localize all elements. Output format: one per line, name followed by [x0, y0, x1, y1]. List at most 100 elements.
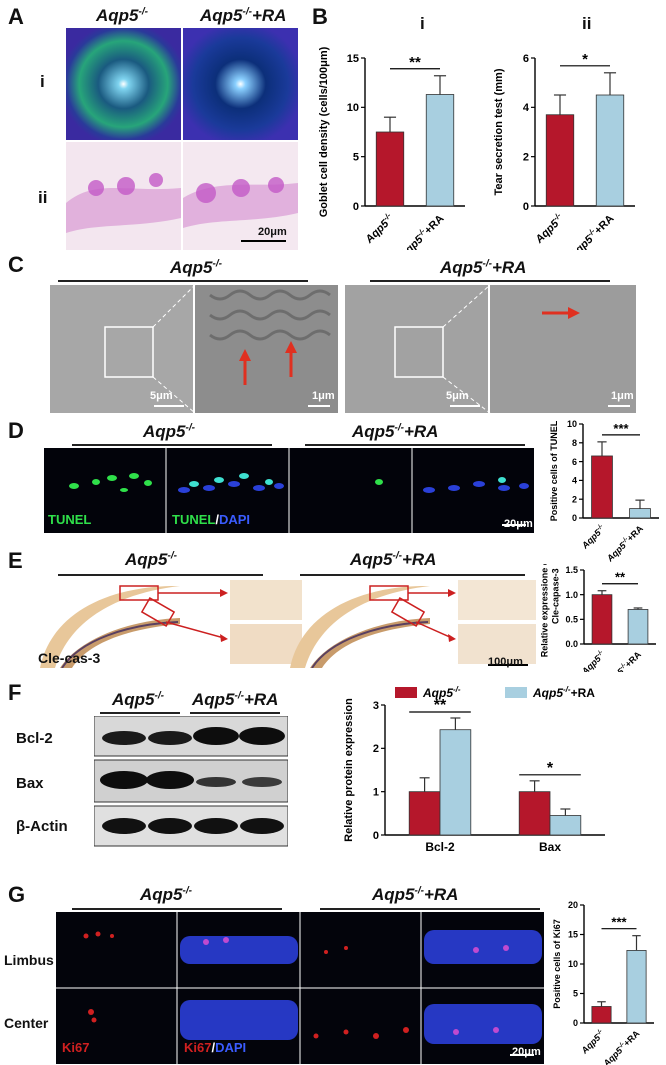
- bar: [425, 94, 455, 207]
- x-tick-label: Aqp5-/-: [531, 211, 567, 247]
- y-tick-label: 10: [567, 419, 577, 429]
- panel-g-ki67-label: Ki67: [62, 1040, 90, 1055]
- significance-mark: ***: [613, 421, 629, 436]
- y-tick-label: 3: [373, 700, 379, 712]
- significance-mark: **: [434, 697, 447, 714]
- x-tick-label: Aqp5-/-+RA: [602, 649, 644, 672]
- panel-f-header-control: Aqp5-/-: [112, 690, 164, 709]
- panel-g-fluorescence-images: [56, 912, 544, 1064]
- bar: [545, 114, 575, 207]
- panel-f-row-bax: Bax: [16, 775, 44, 792]
- x-tick-label: Aqp5-/-: [579, 523, 607, 551]
- panel-d-tunel-dapi-label: TUNEL/DAPI: [172, 512, 251, 527]
- legend-entry: Aqp5-/-+RA: [532, 685, 595, 700]
- y-tick-label: 4: [572, 476, 577, 486]
- bar: [627, 609, 649, 645]
- panel-g-line-treated: [320, 908, 540, 910]
- panel-b-letter: B: [312, 4, 328, 29]
- panel-e-letter: E: [8, 548, 23, 573]
- sem-treated-low: [345, 285, 488, 413]
- legend-swatch: [395, 687, 417, 698]
- significance-mark: *: [582, 51, 588, 68]
- panel-f-western-blot: [94, 716, 288, 847]
- significance-mark: *: [547, 760, 554, 777]
- y-tick-label: 4: [523, 102, 530, 114]
- panel-e-line-control: [58, 574, 263, 576]
- panel-f-line-control: [100, 712, 180, 714]
- panel-e-header-control: Aqp5-/-: [125, 550, 177, 569]
- x-tick-label: Bcl-2: [425, 840, 455, 854]
- x-tick-label: Aqp5-/-+RA: [600, 1028, 642, 1065]
- y-axis-label: Relative protein expression: [343, 698, 355, 842]
- y-axis-label: Positive cells of TUNEL: [549, 420, 559, 521]
- chart-f: 0 1 2 3 Relative protein expression ** Bcl-2 * B…: [343, 685, 605, 854]
- panel-a-header-treated: Aqp5-/-+RA: [200, 6, 287, 25]
- bar: [591, 594, 613, 645]
- panel-f-letter: F: [8, 680, 22, 705]
- panel-d-header-treated: Aqp5-/-+RA: [352, 422, 439, 441]
- panel-d-line-control: [72, 444, 272, 446]
- panel-a-row-i-label: i: [40, 72, 45, 91]
- panel-a-row-ii-label: ii: [38, 188, 48, 207]
- y-tick-label: 0.5: [565, 614, 578, 624]
- y-tick-label: 15: [347, 53, 359, 65]
- sem-control-low: [50, 285, 193, 413]
- panel-a-scalebar: 20μm: [258, 226, 287, 238]
- y-tick-label: 2: [523, 152, 529, 164]
- y-tick-label: 1: [373, 787, 379, 799]
- panel-c-scalebar-1: 5μm: [150, 390, 173, 402]
- y-tick-label: 10: [568, 959, 578, 969]
- panel-d-fluorescence-images: [44, 448, 534, 533]
- bar: [549, 815, 582, 836]
- panel-f-header-treated: Aqp5-/-+RA: [192, 690, 279, 709]
- legend-swatch: [505, 687, 527, 698]
- panel-d-line-treated: [305, 444, 525, 446]
- x-tick-label: Aqp5-/-+RA: [395, 211, 446, 250]
- panel-e-line-treated: [300, 574, 525, 576]
- bar: [629, 508, 651, 519]
- legend-entry: Aqp5-/-: [422, 685, 461, 700]
- bar: [518, 791, 551, 836]
- y-tick-label: 8: [572, 438, 577, 448]
- y-tick-label: 0: [353, 201, 359, 213]
- y-tick-label: 0: [373, 830, 379, 842]
- panel-d-scalebar: 20μm: [504, 518, 533, 530]
- bar: [408, 791, 441, 836]
- bar: [591, 455, 613, 519]
- panel-e-header-treated: Aqp5-/-+RA: [350, 550, 437, 569]
- y-tick-label: 15: [568, 930, 578, 940]
- chart-e: 0.0 0.5 1.0 1.5 Relative expressione ofCle-c…: [540, 564, 656, 672]
- panel-g-letter: G: [8, 882, 26, 907]
- y-tick-label: 2: [572, 494, 577, 504]
- bar: [595, 94, 625, 207]
- x-tick-label: Aqp5-/-: [579, 649, 607, 672]
- panel-b-ii-label: ii: [582, 14, 592, 33]
- panel-a-letter: A: [8, 4, 24, 29]
- panel-d-letter: D: [8, 418, 24, 443]
- y-tick-label: 2: [373, 743, 379, 755]
- y-tick-label: 1.5: [565, 565, 578, 575]
- bar: [591, 1006, 612, 1024]
- chart-g: 0 5 10 15 20 Positive cells of Ki67 Aqp5-/-Aqp…: [552, 900, 654, 1065]
- significance-mark: ***: [611, 915, 627, 930]
- panel-f-row-bcl2: Bcl-2: [16, 730, 53, 747]
- panel-c-scalebar-3: 5μm: [446, 390, 469, 402]
- significance-mark: **: [615, 570, 626, 585]
- panel-g-ki67-dapi-label: Ki67/DAPI: [184, 1040, 247, 1055]
- sem-control-high: [195, 285, 338, 413]
- chart-b-i: 0 5 10 15 Goblet cell density (cells/100μm) A…: [318, 46, 465, 250]
- panel-e-ihc-images: [40, 580, 536, 668]
- y-tick-label: 0: [523, 201, 529, 213]
- chart-b-ii: 0 2 4 6 Tear secretion test (mm) Aqp5-/-Aqp5-…: [493, 51, 635, 250]
- x-tick-label: Aqp5-/-+RA: [604, 523, 646, 565]
- panel-g-row-limbus: Limbus: [4, 952, 54, 968]
- y-axis-label: Positive cells of Ki67: [552, 919, 562, 1009]
- x-tick-label: Aqp5-/-+RA: [565, 211, 616, 250]
- panel-e-stain-label: Cle-cas-3: [38, 650, 101, 666]
- slit-lamp-control-image: [66, 28, 181, 140]
- sem-treated-high: [490, 285, 636, 413]
- panel-g-header-treated: Aqp5-/-+RA: [372, 885, 459, 904]
- panel-g-line-control: [72, 908, 282, 910]
- significance-mark: **: [409, 54, 421, 71]
- y-tick-label: 1.0: [565, 590, 578, 600]
